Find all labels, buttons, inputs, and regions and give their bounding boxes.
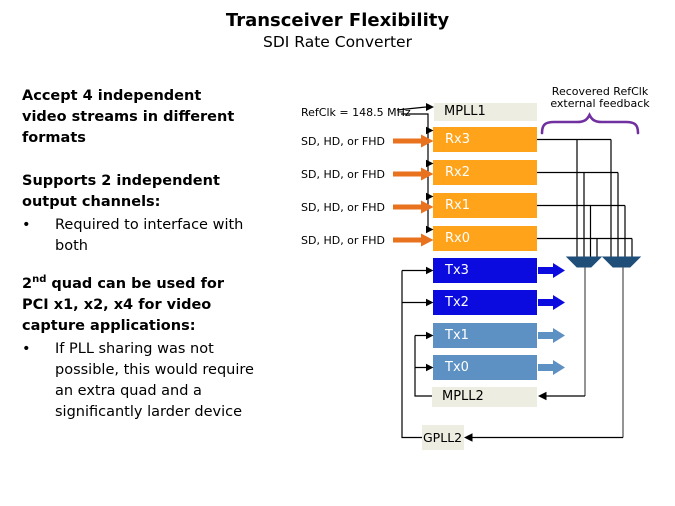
block-tx2: Tx2	[433, 290, 537, 315]
heading-2nd-quad-line: capture applications:	[22, 318, 196, 334]
heading-2nd-quad-line1: 2nd quad can be used for	[22, 274, 224, 292]
mux-a-icon	[565, 256, 603, 268]
input-label-rx2: SD, HD, or FHD	[301, 168, 385, 181]
mux-icons	[565, 256, 642, 268]
block-tx3: Tx3	[433, 258, 537, 283]
bullet-dot: •	[22, 341, 31, 357]
heading-2nd-quad: 2nd quad can be used for PCI x1, x2, x4 …	[22, 274, 322, 337]
sd-input-arrow-icons	[393, 134, 434, 247]
recovered-refclk-brace-icon	[540, 112, 640, 135]
input-label-rx0: SD, HD, or FHD	[301, 234, 385, 247]
page-title: Transceiver Flexibility	[225, 10, 450, 31]
heading-accept-line: video streams in different	[22, 109, 235, 125]
block-rx1: Rx1	[433, 193, 537, 218]
bullet-dot: •	[22, 217, 31, 233]
heading-accept-line: Accept 4 independent	[22, 88, 202, 104]
heading-supports-line: Supports 2 independent	[22, 173, 220, 189]
left-text-column: Accept 4 independent video streams in di…	[22, 86, 322, 423]
block-rx0: Rx0	[433, 226, 537, 251]
block-mpll1: MPLL1	[434, 103, 537, 121]
bullet-required: • Required to interface with both	[22, 215, 322, 257]
input-label-rx3: SD, HD, or FHD	[301, 135, 385, 148]
block-rx3: Rx3	[433, 127, 537, 152]
page-subtitle: SDI Rate Converter	[263, 33, 412, 51]
input-label-rx1: SD, HD, or FHD	[301, 201, 385, 214]
block-rx2: Rx2	[433, 160, 537, 185]
recovered-refclk-label: Recovered RefClk external feedback	[550, 85, 650, 110]
rx-to-mux-wires	[537, 138, 633, 258]
heading-supports: Supports 2 independent output channels:	[22, 171, 322, 213]
refclk-wire	[396, 106, 429, 230]
superscript-nd: nd	[32, 274, 47, 286]
refclk-label: RefClk = 148.5 MHz	[301, 106, 411, 119]
mux-b-icon	[601, 256, 642, 268]
heading-accept: Accept 4 independent video streams in di…	[22, 86, 322, 149]
heading-2nd-quad-line: PCI x1, x2, x4 for video	[22, 297, 212, 313]
bullet-pll-sharing-text: If PLL sharing was not possible, this wo…	[55, 341, 254, 420]
block-gpll2: GPLL2	[422, 425, 464, 450]
bullet-pll-sharing: • If PLL sharing was not possible, this …	[22, 339, 322, 423]
block-mpll2: MPLL2	[432, 387, 537, 407]
pll-to-tx-wires	[401, 269, 432, 439]
block-tx0: Tx0	[433, 355, 537, 380]
bullet-required-text: Required to interface with both	[55, 217, 244, 254]
heading-supports-line: output channels:	[22, 194, 161, 210]
title-block: Transceiver Flexibility SDI Rate Convert…	[0, 10, 675, 52]
block-tx1: Tx1	[433, 323, 537, 348]
heading-accept-line: formats	[22, 130, 86, 146]
tx-output-arrow-icons	[538, 263, 565, 375]
